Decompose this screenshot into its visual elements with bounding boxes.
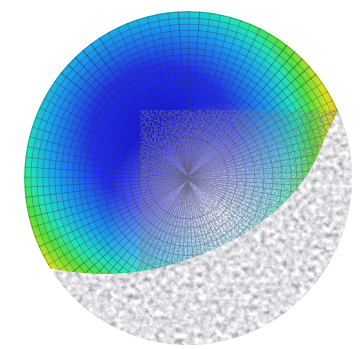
rendering	[24, 11, 352, 345]
page: (() => { const svg = document.getElement…	[24, 11, 352, 345]
disc	[24, 11, 352, 345]
